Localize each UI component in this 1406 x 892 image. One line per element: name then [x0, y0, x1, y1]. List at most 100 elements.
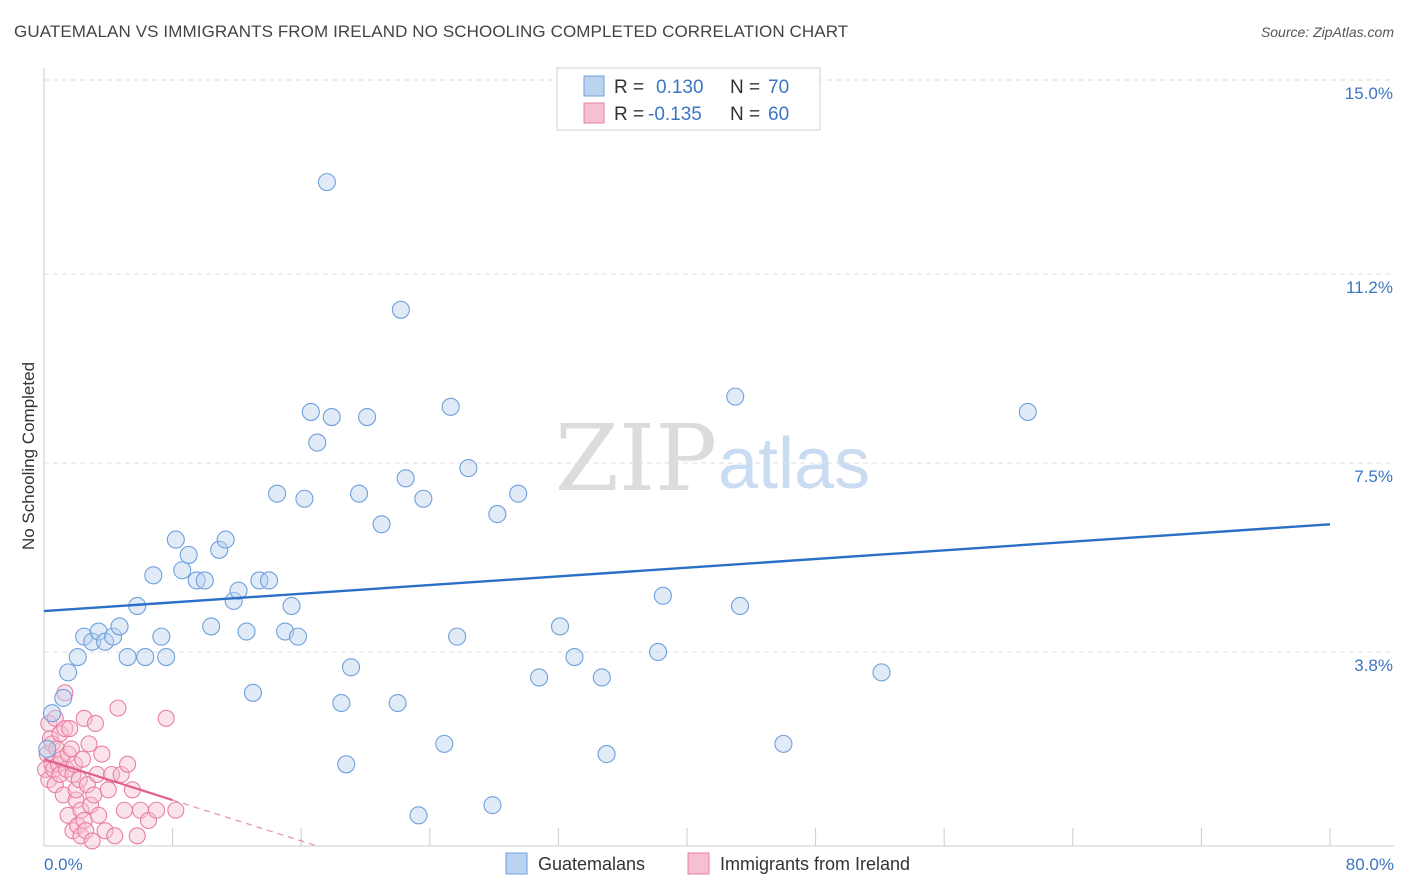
guatemalan-point [414, 489, 433, 508]
guatemalan-point [565, 648, 584, 667]
guatemalan-point [83, 632, 102, 651]
ireland-point [90, 806, 108, 824]
legend-swatch-pink [583, 102, 605, 124]
x-tick-label-min: 0.0% [44, 855, 83, 874]
guatemalan-point [441, 397, 460, 416]
series-guatemalans-points [38, 173, 1037, 825]
guatemalan-point [774, 734, 793, 753]
ireland-point [167, 801, 185, 819]
legend-n-value-pink: 60 [768, 104, 789, 125]
ireland-point [83, 832, 101, 850]
chart-title: GUATEMALAN VS IMMIGRANTS FROM IRELAND NO… [14, 22, 849, 41]
bottom-legend-swatch-ireland [687, 852, 710, 875]
legend-r-value-pink: -0.135 [648, 104, 702, 125]
legend-r-label-blue: R = [614, 77, 644, 98]
ireland-point [106, 827, 124, 845]
series-ireland-points [37, 684, 185, 850]
guatemalan-point [136, 648, 155, 667]
guatemalan-point [396, 469, 415, 488]
ireland-point [157, 709, 175, 727]
ireland-point [51, 725, 69, 743]
guatemalan-point [166, 530, 185, 549]
guatemalan-point [59, 663, 78, 682]
guatemalan-point [372, 515, 391, 534]
guatemalan-point [42, 704, 62, 723]
bottom-legend-swatch-guatemalans [505, 852, 528, 875]
ireland-point [115, 801, 133, 819]
guatemalan-point [653, 586, 672, 605]
guatemalan-point [229, 581, 248, 600]
legend-r-label-pink: R = [614, 104, 644, 125]
guatemalan-point [68, 648, 87, 667]
ireland-point [147, 801, 166, 819]
source-label: Source: ZipAtlas.com [1260, 24, 1394, 40]
bottom-legend-label-ireland: Immigrants from Ireland [720, 854, 910, 874]
bottom-legend-label-guatemalans: Guatemalans [538, 854, 645, 874]
guatemalan-point [337, 755, 356, 774]
guatemalan-point [301, 402, 320, 421]
guatemalan-point [409, 806, 428, 825]
ireland-point [56, 719, 74, 738]
ireland-point [112, 765, 130, 784]
guatemalan-point [38, 739, 57, 759]
ireland-point [75, 709, 93, 727]
ireland-point [96, 822, 114, 840]
x-ticks [172, 828, 1331, 846]
watermark-atlas: atlas [718, 424, 870, 504]
guatemalan-point [488, 505, 507, 524]
ireland-point [93, 745, 111, 763]
y-tick-label: 11.2% [1346, 278, 1393, 297]
guatemalan-point [54, 688, 73, 707]
bottom-legend: Guatemalans Immigrants from Ireland [505, 852, 910, 875]
trend-line-ireland [43, 758, 173, 802]
guatemalan-point [308, 433, 327, 452]
guatemalan-point [332, 693, 351, 713]
guatemalan-point [448, 627, 467, 646]
guatemalan-point [268, 484, 287, 503]
guatemalan-point [649, 642, 668, 661]
guatemalan-point [195, 571, 214, 590]
ireland-point [74, 750, 92, 768]
guatemalan-point [157, 648, 176, 667]
guatemalan-point [224, 591, 243, 610]
guatemalan-point [250, 571, 269, 590]
legend-n-value-blue: 70 [768, 77, 789, 98]
guatemalan-point [288, 627, 308, 646]
guatemalan-point [459, 459, 478, 478]
guatemalan-point [282, 596, 301, 616]
guatemalan-point [597, 745, 616, 764]
guatemalan-point [391, 300, 410, 319]
legend-n-label-pink: N = [730, 104, 760, 125]
ireland-point [128, 827, 146, 845]
watermark-zip: ZIP [555, 405, 717, 512]
guatemalan-point [530, 668, 549, 687]
y-tick-label: 7.5% [1354, 467, 1393, 486]
guatemalan-point [173, 561, 192, 580]
ireland-point [86, 714, 104, 732]
ireland-point [99, 781, 117, 799]
guatemalan-point [259, 571, 279, 590]
guatemalan-point [509, 484, 528, 503]
ireland-point [119, 755, 137, 773]
guatemalan-point [295, 489, 314, 508]
guatemalan-point [730, 596, 750, 616]
guatemalan-point [202, 617, 221, 636]
legend-n-label-blue: N = [730, 77, 760, 98]
trend-line-ireland-extension [172, 799, 318, 847]
ireland-point [67, 781, 85, 799]
guatemalan-point [388, 693, 407, 713]
guatemalan-point [435, 734, 454, 753]
guatemalan-point [89, 622, 108, 641]
guatemalan-point [144, 566, 163, 585]
y-tick-label: 3.8% [1354, 656, 1393, 675]
guatemalan-point [216, 530, 235, 549]
gridlines [44, 79, 1394, 653]
legend-swatch-blue [583, 75, 605, 97]
trend-lines [43, 523, 1331, 847]
ireland-point [109, 699, 127, 717]
guatemalan-point [210, 540, 229, 559]
ireland-point [61, 719, 79, 738]
guatemalan-point [350, 484, 369, 503]
ireland-point [85, 786, 103, 804]
